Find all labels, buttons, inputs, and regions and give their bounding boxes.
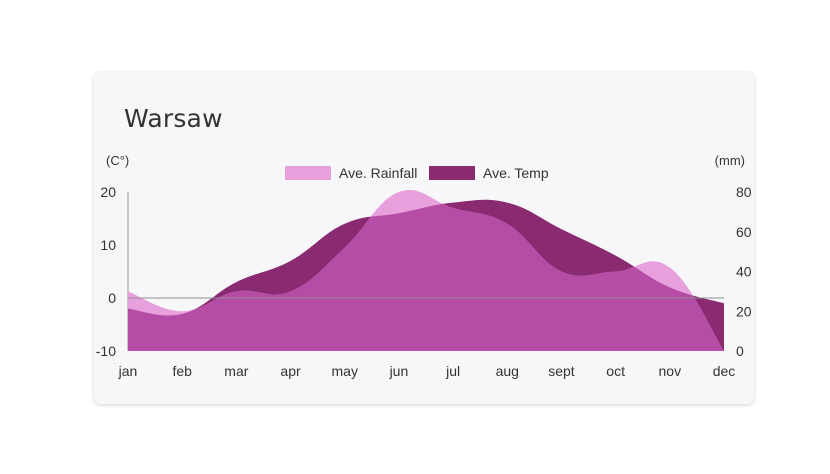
- y-right-unit-label: (mm): [715, 153, 745, 168]
- y-right-tick-label: 0: [736, 343, 744, 359]
- x-tick-label: jun: [389, 363, 409, 379]
- y-right-tick-label: 60: [736, 224, 752, 240]
- y-right-tick-label: 40: [736, 264, 752, 280]
- x-tick-label: dec: [713, 363, 736, 379]
- x-tick-label: aug: [496, 363, 519, 379]
- y-left-tick-label: 20: [100, 184, 116, 200]
- y-left-tick-label: -10: [96, 343, 116, 359]
- legend-item[interactable]: Ave. Temp: [429, 165, 549, 181]
- x-tick-label: nov: [659, 363, 682, 379]
- x-tick-label: mar: [224, 363, 248, 379]
- x-tick-label: sept: [548, 363, 575, 379]
- legend-item[interactable]: Ave. Rainfall: [285, 165, 417, 181]
- legend-label: Ave. Rainfall: [339, 165, 417, 181]
- x-tick-label: jul: [445, 363, 460, 379]
- y-left-unit-label: (C°): [106, 153, 129, 168]
- plot-area: [127, 189, 724, 351]
- chart-title: Warsaw: [124, 104, 223, 133]
- x-tick-label: jan: [118, 363, 138, 379]
- y-left-tick-label: 0: [108, 290, 116, 306]
- legend-label: Ave. Temp: [483, 165, 549, 181]
- x-tick-label: may: [332, 363, 358, 379]
- legend-swatch: [285, 166, 331, 180]
- y-right-tick-label: 20: [736, 303, 752, 319]
- y-left-tick-label: 10: [100, 237, 116, 253]
- legend-swatch: [429, 166, 475, 180]
- chart-axes: (C°) (mm) 20 10 0 -10 80 60 40 20 0 jan feb mar apr may…: [96, 153, 752, 379]
- overlap-area: [128, 199, 724, 351]
- x-tick-label: feb: [172, 363, 192, 379]
- chart-legend[interactable]: Ave. Rainfall Ave. Temp: [285, 165, 549, 181]
- x-tick-label: apr: [280, 363, 301, 379]
- x-tick-label: oct: [606, 363, 625, 379]
- y-right-tick-label: 80: [736, 184, 752, 200]
